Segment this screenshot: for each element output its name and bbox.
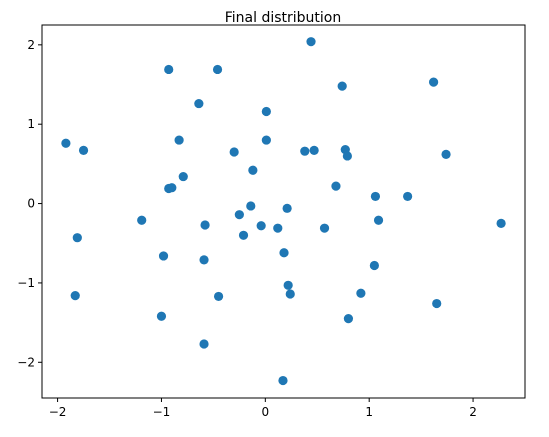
data-point [428,77,439,87]
plot-area [41,24,526,399]
data-point [331,181,341,191]
data-point [174,135,184,145]
data-point [369,260,379,271]
data-point [337,81,347,91]
y-tick-label: 0 [27,197,35,211]
x-tick-label: −1 [153,405,171,419]
x-axis: −2 −1 0 1 2 [49,398,477,419]
data-point [403,191,413,202]
data-points [61,37,506,386]
data-point [246,201,256,211]
data-point [342,151,352,161]
data-point [194,98,204,109]
data-point [285,289,295,299]
data-point [441,149,451,159]
data-point [256,221,266,231]
data-point [432,298,442,309]
data-point [282,203,292,213]
data-point [72,233,82,243]
data-point [238,230,249,240]
data-point [158,251,169,261]
data-point [167,183,177,193]
data-point [343,314,354,324]
data-point [309,145,319,155]
data-point [212,64,223,75]
data-point [178,171,188,182]
data-point [273,223,283,233]
data-point [261,135,271,145]
x-tick-label: 1 [365,405,373,419]
data-point [199,339,209,349]
y-tick-label: −1 [17,276,35,290]
chart-title: Final distribution [225,10,342,26]
data-point [137,215,147,225]
y-tick-label: 2 [27,38,35,52]
data-point [70,291,80,301]
y-tick-label: 1 [27,117,35,131]
x-tick-label: 0 [262,405,270,419]
data-point [200,220,210,230]
data-point [370,191,381,202]
data-point [156,311,167,321]
data-point [496,218,506,229]
data-point [164,64,174,75]
data-point [248,165,258,175]
data-point [229,147,239,157]
data-point [199,255,209,265]
data-point [61,138,71,148]
x-tick-label: −2 [49,405,67,419]
y-axis: −2 −1 0 1 2 [17,38,42,369]
data-point [278,375,288,386]
x-tick-label: 2 [469,405,477,419]
data-point [306,37,316,47]
data-point [373,215,384,225]
y-tick-label: −2 [17,355,35,369]
data-point [356,288,366,298]
data-point [213,291,224,302]
data-point [300,146,310,156]
data-point [261,106,271,117]
data-point [279,248,289,258]
data-point [234,210,244,220]
data-point [78,145,89,155]
data-point [283,280,293,290]
data-point [319,223,330,233]
